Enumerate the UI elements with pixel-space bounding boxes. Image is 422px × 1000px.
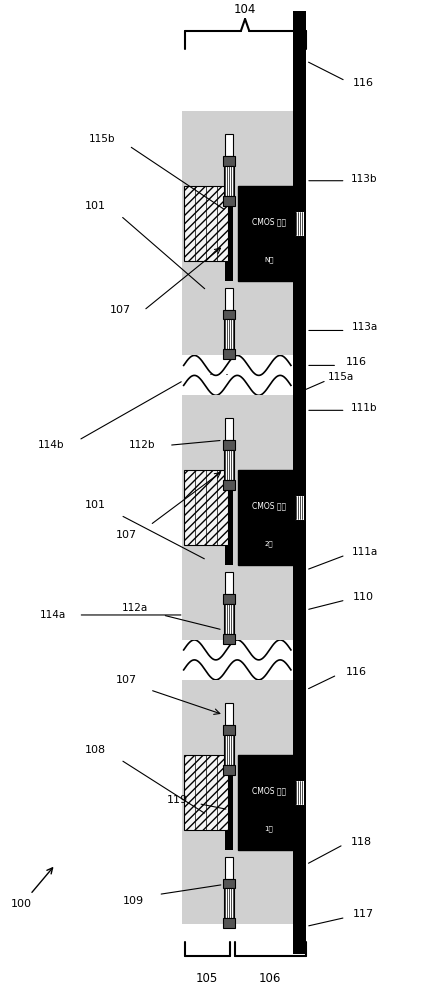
Bar: [224, 888, 234, 918]
Bar: [184, 470, 228, 545]
Bar: [224, 319, 234, 349]
Bar: [223, 634, 235, 644]
Bar: [238, 755, 299, 850]
Text: 109: 109: [123, 896, 144, 906]
Text: 113a: 113a: [352, 322, 378, 332]
Bar: [223, 310, 235, 319]
Bar: [223, 725, 235, 735]
Bar: [223, 480, 235, 490]
Bar: [223, 918, 235, 928]
Text: 112a: 112a: [122, 603, 149, 613]
Text: CMOS 电路: CMOS 电路: [252, 217, 286, 226]
Bar: [181, 395, 306, 640]
Bar: [223, 349, 235, 359]
Bar: [225, 572, 233, 594]
Text: N列: N列: [264, 256, 273, 263]
Bar: [225, 857, 233, 879]
Bar: [181, 111, 306, 355]
Text: 116: 116: [346, 667, 367, 677]
Text: 106: 106: [259, 972, 281, 985]
Text: 107: 107: [110, 305, 131, 315]
Text: 119: 119: [167, 795, 188, 805]
Text: 107: 107: [116, 675, 137, 685]
Bar: [225, 470, 233, 565]
Text: 111a: 111a: [352, 547, 378, 557]
Bar: [295, 780, 303, 805]
Text: 100: 100: [11, 899, 32, 909]
Bar: [224, 604, 234, 634]
Text: 115b: 115b: [88, 134, 115, 144]
Bar: [184, 755, 228, 830]
Bar: [225, 755, 233, 850]
Text: 111b: 111b: [351, 403, 378, 413]
Text: 114b: 114b: [38, 440, 65, 450]
Text: 105: 105: [196, 972, 218, 985]
Text: 1列: 1列: [265, 825, 273, 832]
Text: 104: 104: [234, 3, 256, 16]
Bar: [184, 360, 308, 390]
Bar: [224, 166, 234, 196]
Bar: [225, 703, 233, 725]
Bar: [295, 495, 303, 520]
Bar: [223, 156, 235, 166]
Bar: [238, 186, 299, 281]
Text: 113b: 113b: [351, 174, 378, 184]
Text: 107: 107: [116, 530, 137, 540]
Bar: [223, 440, 235, 450]
Bar: [224, 450, 234, 480]
Text: 117: 117: [353, 909, 374, 919]
Text: 101: 101: [85, 201, 106, 211]
Bar: [223, 879, 235, 888]
Bar: [293, 11, 306, 954]
Bar: [181, 680, 306, 924]
Text: 2列: 2列: [265, 541, 273, 547]
Bar: [184, 186, 228, 261]
Text: 115a: 115a: [328, 372, 354, 382]
Text: · · ·: · · ·: [209, 369, 230, 382]
Bar: [238, 470, 299, 565]
Bar: [225, 288, 233, 310]
Bar: [223, 594, 235, 604]
Text: 110: 110: [353, 592, 374, 602]
Text: 118: 118: [351, 837, 372, 847]
Text: 112b: 112b: [128, 440, 155, 450]
Bar: [223, 196, 235, 206]
Bar: [293, 11, 306, 954]
Bar: [225, 418, 233, 440]
Text: CMOS 电路: CMOS 电路: [252, 786, 286, 795]
Bar: [223, 765, 235, 775]
Text: CMOS 电路: CMOS 电路: [252, 502, 286, 511]
Text: 116: 116: [346, 357, 367, 367]
Bar: [224, 735, 234, 765]
Bar: [184, 645, 308, 675]
Text: 116: 116: [353, 78, 374, 88]
Bar: [225, 134, 233, 156]
Text: 114a: 114a: [40, 610, 66, 620]
Text: 101: 101: [85, 500, 106, 510]
Bar: [225, 186, 233, 281]
Text: 108: 108: [85, 745, 106, 755]
Bar: [295, 211, 303, 236]
